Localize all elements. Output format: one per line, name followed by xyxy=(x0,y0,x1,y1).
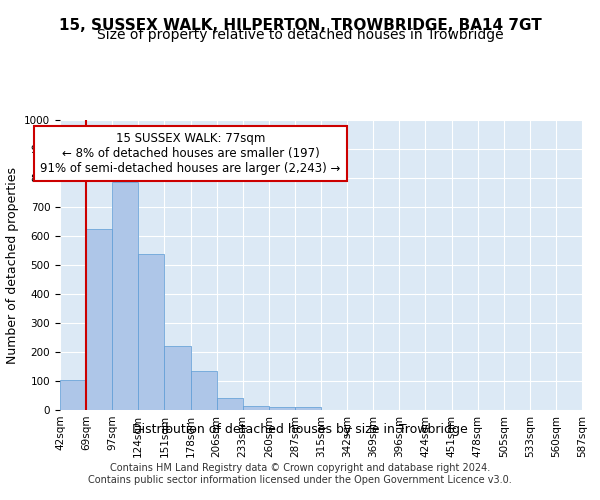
Bar xyxy=(112,182,139,410)
Text: Size of property relative to detached houses in Trowbridge: Size of property relative to detached ho… xyxy=(97,28,503,42)
Bar xyxy=(217,398,243,410)
Bar xyxy=(295,407,321,410)
Bar xyxy=(269,407,295,410)
Bar xyxy=(86,229,112,410)
Text: Distribution of detached houses by size in Trowbridge: Distribution of detached houses by size … xyxy=(132,422,468,436)
Text: Contains HM Land Registry data © Crown copyright and database right 2024.
Contai: Contains HM Land Registry data © Crown c… xyxy=(88,464,512,485)
Bar xyxy=(242,406,269,410)
Bar xyxy=(60,380,86,410)
Bar xyxy=(139,254,164,410)
Text: 15 SUSSEX WALK: 77sqm
← 8% of detached houses are smaller (197)
91% of semi-deta: 15 SUSSEX WALK: 77sqm ← 8% of detached h… xyxy=(40,132,341,174)
Y-axis label: Number of detached properties: Number of detached properties xyxy=(5,166,19,364)
Text: 15, SUSSEX WALK, HILPERTON, TROWBRIDGE, BA14 7GT: 15, SUSSEX WALK, HILPERTON, TROWBRIDGE, … xyxy=(59,18,541,32)
Bar xyxy=(164,346,191,410)
Bar xyxy=(191,372,217,410)
